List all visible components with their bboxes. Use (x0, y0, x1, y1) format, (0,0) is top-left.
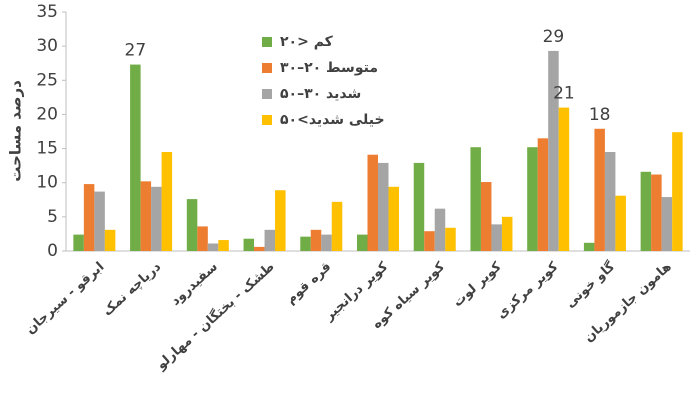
data-label: 18 (589, 105, 611, 125)
bar (310, 229, 322, 251)
bar (388, 186, 399, 251)
x-tick-label: دریاچه نمک (100, 259, 164, 319)
bar (672, 132, 683, 251)
bar (321, 234, 332, 251)
legend-label: متوسط ۲۰–۳۰ (280, 60, 378, 76)
bar (527, 147, 538, 251)
bar (243, 238, 255, 251)
bar (501, 216, 513, 251)
bar (604, 151, 616, 251)
bar (130, 64, 141, 251)
legend-swatch (262, 89, 272, 99)
bar (480, 182, 492, 251)
legend-swatch (262, 115, 272, 125)
bar (300, 236, 311, 251)
bar (548, 50, 559, 252)
y-tick-label: 5 (47, 207, 58, 227)
x-tick-label: گاو خونی (562, 258, 618, 311)
y-tick-label: 30 (36, 36, 58, 56)
bar (594, 128, 605, 251)
bar (558, 107, 570, 251)
x-tick-label: طشک - بختگان - مهارلو (153, 259, 278, 374)
bar (218, 240, 229, 251)
x-tick-label: ابرقو - سیرجان (23, 259, 107, 337)
bar (651, 174, 662, 251)
legend-label: شدید ۳۰–۵۰ (280, 86, 361, 102)
bar (413, 162, 425, 251)
bar (491, 224, 502, 251)
bar (186, 199, 198, 251)
bar (537, 138, 549, 251)
bar (264, 229, 276, 251)
bar (254, 246, 265, 251)
bar (445, 227, 456, 251)
legend-label: خیلی شدید>۵۰ (280, 112, 385, 128)
bar (104, 229, 116, 251)
bar (161, 151, 173, 251)
bar (640, 171, 652, 251)
legend-swatch (262, 63, 272, 73)
data-label: 29 (543, 27, 565, 47)
x-tick-label: قره قوم (283, 259, 334, 307)
y-tick-label: 25 (36, 70, 58, 90)
data-label: 27 (125, 41, 147, 61)
bar (357, 234, 368, 251)
bar (367, 154, 378, 251)
bar (470, 147, 481, 251)
y-tick-label: 0 (47, 241, 58, 261)
y-tick-label: 20 (36, 104, 58, 124)
bar (275, 190, 286, 251)
bar (615, 195, 626, 251)
x-tick-label: سفیدرود (168, 259, 221, 308)
x-tick-label: کویر لوت (450, 259, 504, 310)
bar (83, 184, 95, 251)
x-tick-label: کویر مرکزی (494, 259, 562, 322)
bar (424, 231, 435, 251)
legend-swatch (262, 37, 272, 47)
bar (151, 186, 162, 251)
bar (378, 162, 389, 251)
bar (583, 242, 595, 251)
bar (331, 201, 343, 251)
y-tick-label: 35 (36, 2, 58, 22)
bar (197, 226, 208, 251)
bar (94, 191, 105, 251)
y-tick-label: 15 (36, 139, 58, 159)
bar (207, 243, 219, 251)
bar (434, 208, 446, 251)
bar (661, 197, 673, 251)
bar (140, 181, 152, 251)
data-label: 21 (553, 84, 575, 104)
bar (73, 234, 84, 251)
y-tick-label: 10 (36, 173, 58, 193)
legend-label: کم <۲۰ (280, 34, 334, 50)
y-axis-title: درصد مساحت (7, 80, 25, 182)
